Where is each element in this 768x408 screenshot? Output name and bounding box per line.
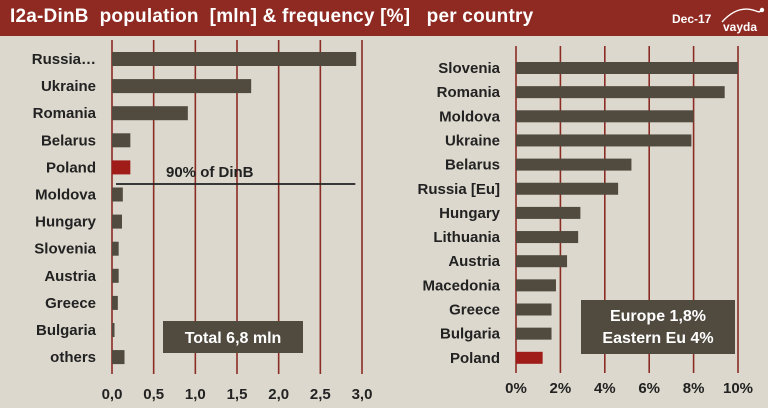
date-label: Dec-17 bbox=[672, 12, 712, 26]
category-label-hungary: Hungary bbox=[439, 205, 501, 222]
category-label-greece: Greece bbox=[45, 295, 96, 312]
europe-summary-line: Eastern Eu 4% bbox=[602, 330, 713, 347]
category-label-slovenia: Slovenia bbox=[34, 241, 96, 258]
x-tick-label: 2,5 bbox=[310, 386, 331, 403]
category-label-russia: Russia… bbox=[32, 51, 96, 68]
category-label-bulgaria: Bulgaria bbox=[440, 326, 501, 343]
category-label-poland: Poland bbox=[450, 350, 500, 367]
category-label-belarus: Belarus bbox=[41, 132, 96, 149]
x-tick-label: 0% bbox=[505, 380, 527, 397]
bar-slovenia bbox=[112, 241, 119, 256]
x-tick-label: 10% bbox=[723, 380, 753, 397]
category-label-moldova: Moldova bbox=[35, 187, 96, 204]
bar-russia-eu bbox=[516, 182, 619, 195]
x-tick-label: 8% bbox=[683, 380, 705, 397]
bar-bulgaria bbox=[516, 327, 552, 340]
category-label-russia-eu: Russia [Eu] bbox=[417, 181, 500, 198]
bar-belarus bbox=[112, 133, 131, 148]
x-tick-label: 1,0 bbox=[185, 386, 206, 403]
total-label: Total 6,8 mln bbox=[185, 330, 282, 347]
x-tick-label: 0,0 bbox=[102, 386, 123, 403]
bar-hungary bbox=[516, 206, 581, 219]
bar-austria bbox=[516, 255, 568, 268]
bar-poland bbox=[112, 160, 131, 175]
vayda-logo: vayda bbox=[721, 7, 765, 34]
population-chart: 0,0 0,5 1,0 1,5 2,0 2,5 3,0 Russia… Ukraine Roman… bbox=[32, 40, 373, 403]
category-label-hungary: Hungary bbox=[35, 214, 97, 231]
bar-bulgaria bbox=[112, 323, 115, 337]
category-label-romania: Romania bbox=[437, 84, 501, 101]
chart-title: I2a-DinB population [mln] & frequency [%… bbox=[10, 6, 534, 27]
category-label-ukraine: Ukraine bbox=[41, 78, 96, 95]
x-tick-label: 1,5 bbox=[227, 386, 248, 403]
bar-others bbox=[112, 350, 125, 365]
category-label-poland: Poland bbox=[46, 159, 96, 176]
x-tick-label: 6% bbox=[638, 380, 660, 397]
frequency-chart: 0% 2% 4% 6% 8% 10% Slovenia Romania Moldova Ukrai… bbox=[417, 46, 753, 397]
bar-ukraine bbox=[112, 79, 252, 94]
x-tick-label: 0,5 bbox=[143, 386, 164, 403]
category-label-austria: Austria bbox=[448, 253, 500, 270]
category-label-ukraine: Ukraine bbox=[445, 132, 500, 149]
category-label-others: others bbox=[50, 349, 96, 366]
category-label-bulgaria: Bulgaria bbox=[36, 322, 97, 339]
title-bar: I2a-DinB population [mln] & frequency [%… bbox=[0, 0, 768, 36]
total-box bbox=[163, 321, 303, 353]
category-label-greece: Greece bbox=[449, 302, 500, 319]
bar-moldova bbox=[516, 110, 694, 123]
europe-summary-line: Europe 1,8% bbox=[610, 308, 706, 325]
bar-hungary bbox=[112, 214, 122, 229]
x-tick-label: 2% bbox=[550, 380, 572, 397]
bar-poland bbox=[516, 351, 543, 364]
bar-greece bbox=[516, 303, 552, 316]
bar-austria bbox=[112, 268, 119, 283]
europe-summary-box bbox=[581, 300, 735, 354]
bar-belarus bbox=[516, 158, 632, 171]
bar-romania bbox=[516, 86, 725, 99]
x-tick-label: 2,0 bbox=[268, 386, 289, 403]
logo-text: vayda bbox=[723, 20, 757, 34]
bar-moldova bbox=[112, 187, 123, 202]
cumulative-annotation: 90% of DinB bbox=[166, 164, 254, 181]
bar-lithuania bbox=[516, 231, 579, 244]
bar-ukraine bbox=[516, 134, 692, 147]
category-label-romania: Romania bbox=[33, 105, 97, 122]
x-tick-label: 3,0 bbox=[352, 386, 373, 403]
category-label-austria: Austria bbox=[44, 268, 96, 285]
category-label-macedonia: Macedonia bbox=[422, 277, 500, 294]
x-tick-label: 4% bbox=[594, 380, 616, 397]
category-label-moldova: Moldova bbox=[439, 108, 500, 125]
bar-slovenia bbox=[516, 62, 738, 74]
bar-greece bbox=[112, 295, 118, 310]
category-label-lithuania: Lithuania bbox=[433, 229, 500, 246]
bar-macedonia bbox=[516, 279, 556, 292]
category-label-slovenia: Slovenia bbox=[438, 60, 500, 77]
bar-romania bbox=[112, 106, 188, 121]
category-label-belarus: Belarus bbox=[445, 157, 500, 174]
bar-russia bbox=[112, 52, 357, 66]
